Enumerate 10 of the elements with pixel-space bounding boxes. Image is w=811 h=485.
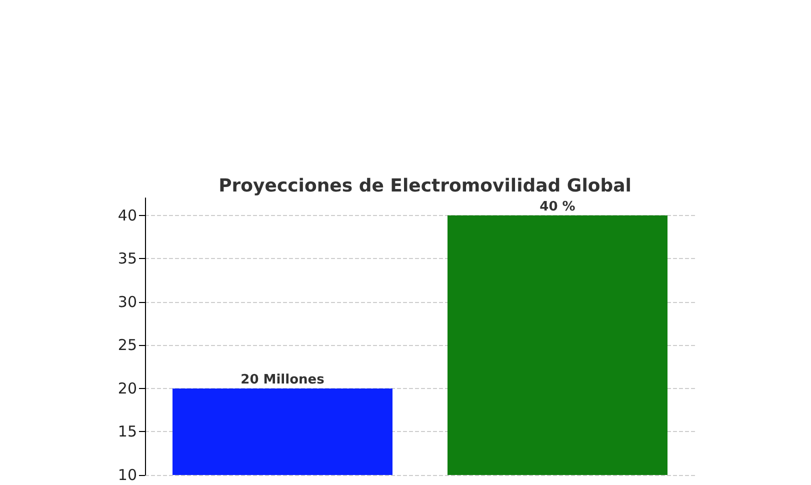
y-tick-label: 35 xyxy=(118,250,137,268)
y-tick-label: 30 xyxy=(118,292,137,311)
y-tick-label: 25 xyxy=(118,336,137,354)
data-label: 40 % xyxy=(540,199,576,214)
chart-title: Proyecciones de Electromovilidad Global xyxy=(218,176,632,196)
y-tick-label: 20 xyxy=(118,379,137,398)
data-label: 20 Millones xyxy=(240,372,325,388)
y-tick-label: 15 xyxy=(118,422,137,441)
y-tick-label: 10 xyxy=(118,466,137,484)
y-tick-label: 40 xyxy=(118,206,137,224)
